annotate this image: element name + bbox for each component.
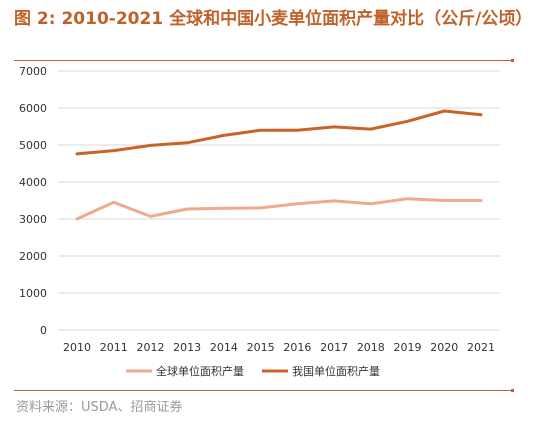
x-axis-tick-labels: 2010 2011 2012 2013 2014 2015 2016 2017 2018 2019… — [63, 341, 495, 354]
x-tick-label: 2014 — [210, 341, 238, 354]
y-tick-label: 2000 — [19, 250, 47, 263]
series-line-2 — [75, 109, 483, 156]
series-line-1 — [75, 197, 483, 221]
x-tick-label: 2019 — [394, 341, 422, 354]
x-tick-label: 2018 — [357, 341, 385, 354]
legend-label-1: 全球单位面积产量 — [156, 364, 244, 378]
x-tick-label: 2011 — [100, 341, 128, 354]
source-note: 资料来源：USDA、招商证券 — [16, 400, 183, 415]
y-tick-label: 0 — [40, 324, 47, 337]
y-tick-label: 1000 — [19, 287, 47, 300]
bottom-rule-end-mark — [511, 389, 514, 392]
x-tick-label: 2010 — [63, 341, 91, 354]
grid-lines — [58, 70, 500, 331]
y-axis-tick-labels: 0 1000 2000 3000 4000 5000 6000 7000 — [19, 65, 47, 337]
x-tick-label: 2015 — [247, 341, 275, 354]
top-rule — [14, 60, 512, 61]
top-rule-end-mark — [511, 59, 514, 62]
bottom-rule — [14, 390, 512, 391]
chart-legend: 全球单位面积产量 我国单位面积产量 — [126, 364, 380, 378]
x-tick-label: 2021 — [467, 341, 495, 354]
x-tick-label: 2013 — [173, 341, 201, 354]
x-tick-label: 2020 — [430, 341, 458, 354]
series-lines — [75, 109, 483, 221]
y-tick-label: 6000 — [19, 102, 47, 115]
legend-label-2: 我国单位面积产量 — [292, 364, 380, 378]
y-tick-label: 5000 — [19, 139, 47, 152]
y-tick-label: 7000 — [19, 65, 47, 78]
y-tick-label: 4000 — [19, 176, 47, 189]
y-tick-label: 3000 — [19, 213, 47, 226]
x-tick-label: 2012 — [136, 341, 164, 354]
figure-title: 图 2: 2010-2021 全球和中国小麦单位面积产量对比（公斤/公顷） — [14, 9, 533, 29]
x-tick-label: 2017 — [320, 341, 348, 354]
x-tick-label: 2016 — [283, 341, 311, 354]
